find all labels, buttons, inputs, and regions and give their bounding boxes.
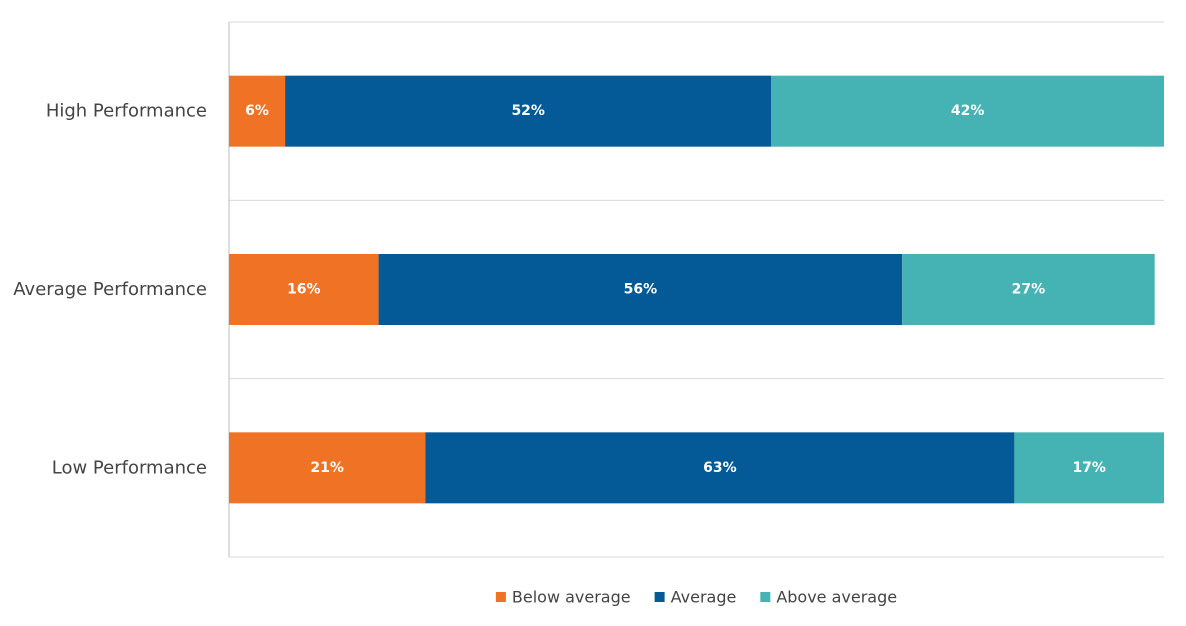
data-label: 16% <box>287 282 321 298</box>
legend-item: Below average <box>495 588 631 607</box>
data-label: 17% <box>1072 460 1106 476</box>
data-label: 42% <box>951 103 985 119</box>
legend-label: Average <box>671 588 737 607</box>
category-labels: High Performance Average Performance Low P… <box>13 101 207 479</box>
category-label: Average Performance <box>13 279 207 300</box>
bar-segment <box>425 432 1015 504</box>
bar-segment <box>1014 432 1164 504</box>
data-label: 52% <box>511 103 545 119</box>
legend-item: Above average <box>760 588 897 607</box>
value-labels: 6% 52% 42% 16% 56% 27% 21% 63% 17% <box>245 103 1106 476</box>
legend: Below average Average Above average <box>495 588 897 607</box>
data-label: 6% <box>245 103 269 119</box>
bar-segment <box>771 75 1164 147</box>
bar-segment <box>229 432 426 504</box>
bar-segment <box>229 254 379 325</box>
legend-label: Above average <box>776 588 897 607</box>
data-label: 27% <box>1012 282 1046 298</box>
legend-swatch <box>760 592 771 602</box>
data-label: 63% <box>703 460 737 476</box>
legend-swatch <box>495 592 506 602</box>
legend-item: Average <box>654 588 737 607</box>
category-label: High Performance <box>46 101 207 122</box>
category-label: Low Performance <box>52 457 207 478</box>
data-label: 56% <box>624 282 658 298</box>
legend-swatch <box>654 592 665 602</box>
bar-segment <box>229 75 286 147</box>
bar-segment <box>902 254 1155 325</box>
bars <box>229 75 1164 504</box>
data-label: 21% <box>310 460 344 476</box>
bar-segment <box>285 75 772 147</box>
legend-label: Below average <box>512 588 631 607</box>
bar-segment <box>378 254 903 325</box>
